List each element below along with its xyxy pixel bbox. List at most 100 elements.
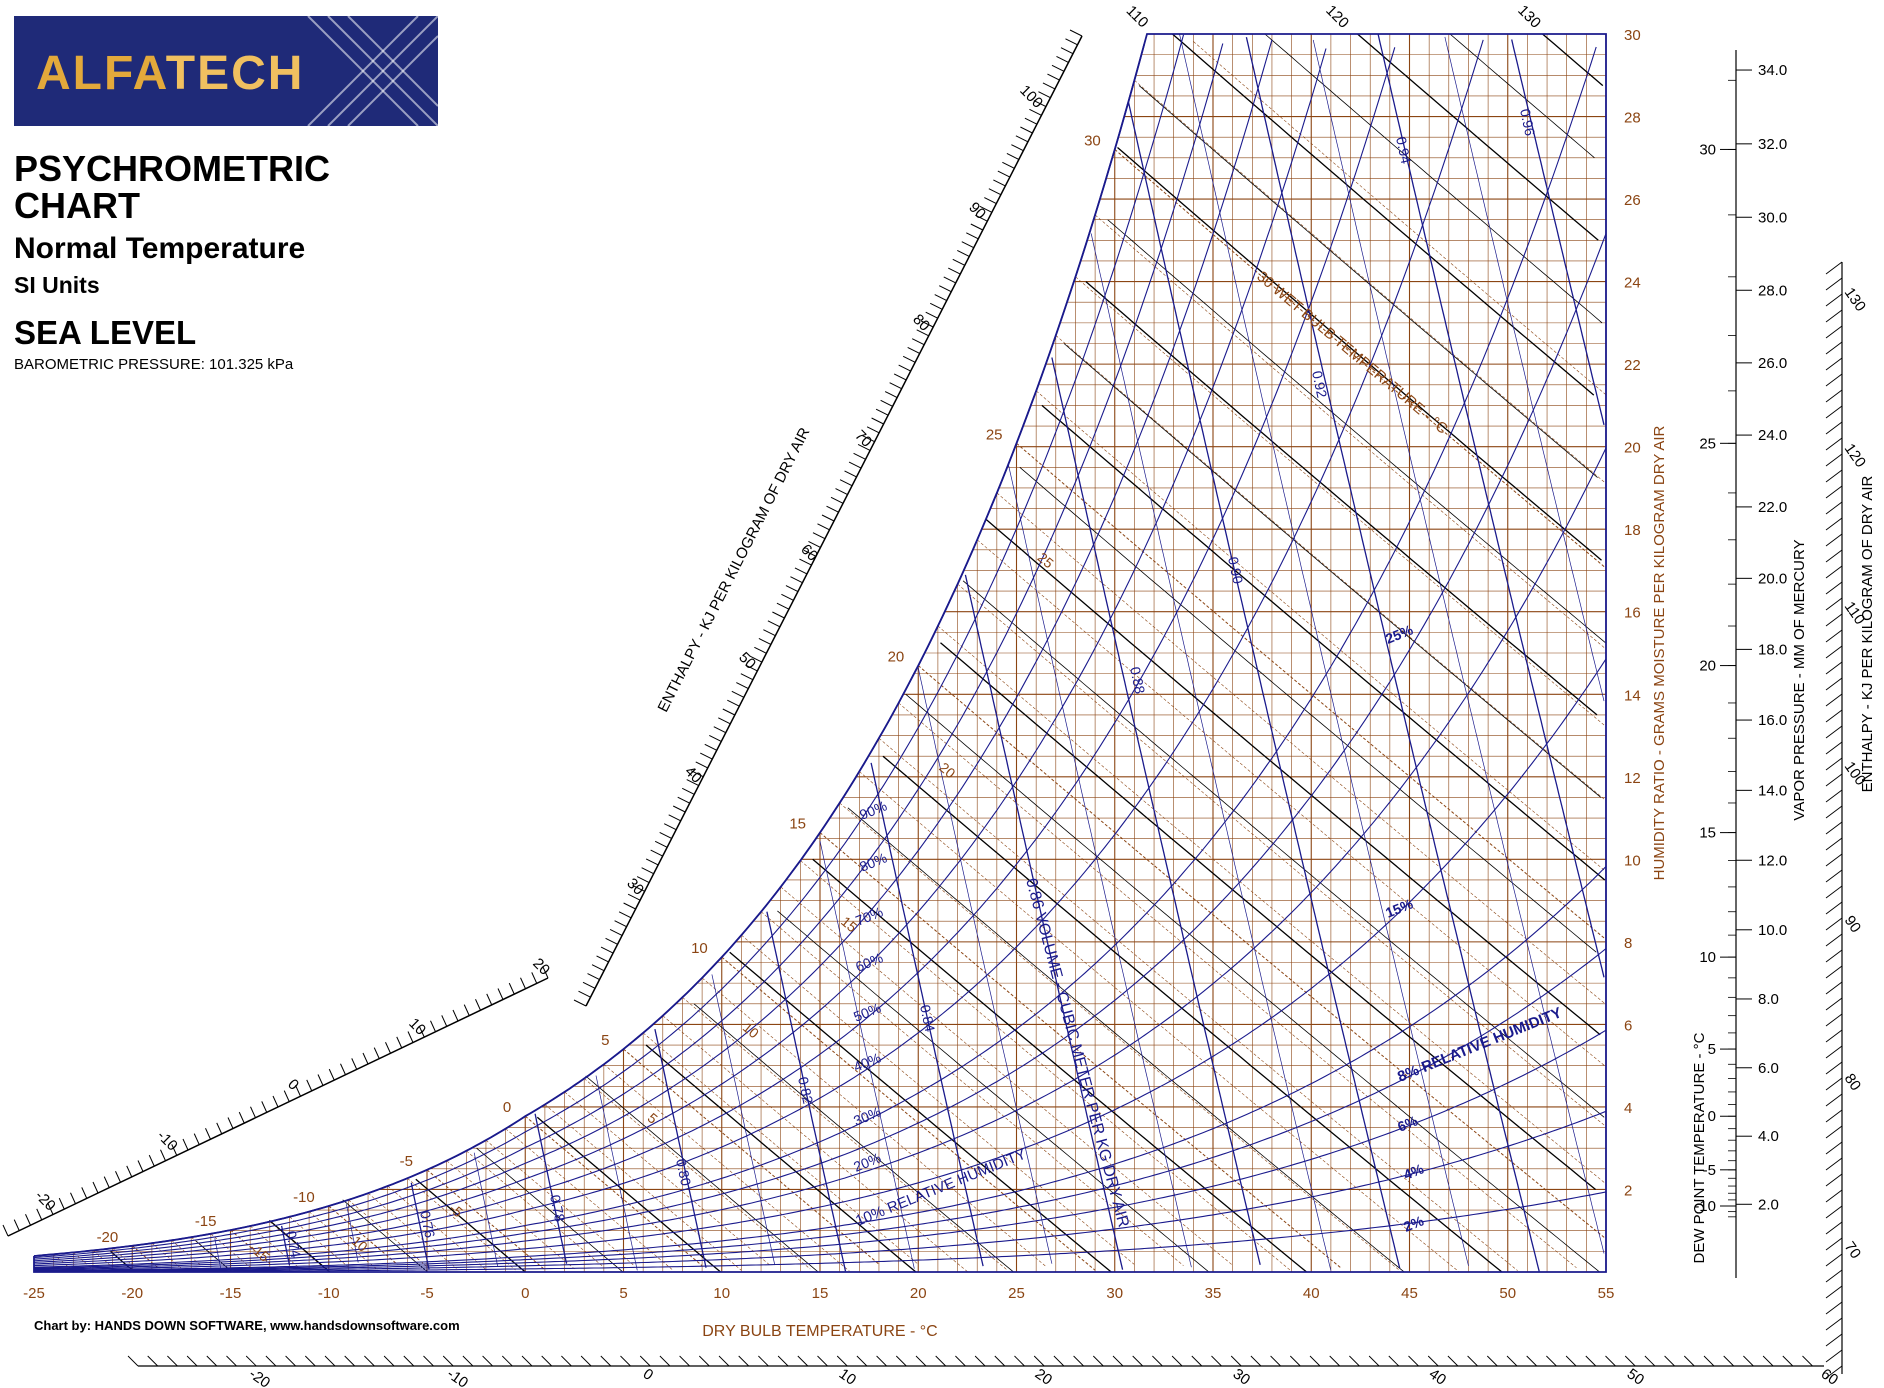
enthalpy-tick [531,972,538,984]
bottom-enthalpy-tick [679,1355,690,1367]
enthalpy-tick [826,505,839,513]
bottom-enthalpy-tick [1132,1355,1144,1367]
x-tick-label: -5 [420,1285,433,1302]
bottom-enthalpy-tick [1388,1355,1400,1367]
wet-bulb-line [701,977,1047,1267]
bottom-enthalpy-tick [1033,1355,1045,1367]
volume-line [917,668,1053,1264]
enthalpy-tick [754,646,767,654]
right-enthalpy-tick [1825,1365,1843,1379]
right-enthalpy-tick [1825,741,1843,755]
volume-line [964,574,1124,1270]
enthalpy-tick [709,735,722,742]
volume-line [473,1152,499,1267]
volume-lines [214,33,1605,1272]
wet-bulb-line [485,1139,634,1266]
x-tick-label: -20 [121,1285,143,1302]
bottom-enthalpy-tick [1368,1355,1380,1367]
rh-curve [34,1029,1607,1272]
right-enthalpy-tick [1825,1221,1843,1235]
volume-label: 0.84 [917,1003,938,1033]
x-tick-label: 0 [521,1285,529,1302]
relative-humidity-curves [33,34,1607,1273]
enthalpy-tick [600,946,614,954]
y-tick-label: 2 [1624,1182,1632,1199]
enthalpy-tick [1047,73,1060,81]
rh-curve [33,1110,1607,1272]
volume-line [1377,33,1605,978]
rh-curve [34,866,1607,1271]
enthalpy-tick [790,576,803,584]
bottom-enthalpy-tick [1112,1355,1124,1367]
wet-bulb-line [230,1229,271,1264]
enthalpy-tick [857,444,871,451]
saturation-temp-label: -5 [400,1153,413,1170]
enthalpy-tick [880,399,893,407]
enthalpy-tick [686,779,699,786]
enthalpy-tick [1042,82,1056,90]
bottom-enthalpy-tick [1703,1355,1715,1367]
enthalpy-value-label: 110 [1123,2,1152,31]
enthalpy-line [1138,85,1598,478]
enthalpy-tick [835,488,848,495]
right-enthalpy-tick [1825,277,1843,291]
wet-bulb-line [721,956,1096,1271]
enthalpy-tick [1038,91,1051,99]
enthalpy-tick [542,966,549,979]
enthalpy-line [1019,466,1597,953]
volume-label: 0.82 [795,1075,816,1105]
right-enthalpy-tick [1825,1317,1843,1331]
vapor-pressure-label: 32.0 [1758,136,1787,153]
bottom-enthalpy-tick [1526,1355,1538,1367]
bottom-enthalpy-tick [482,1355,493,1367]
right-enthalpy-tick [1825,597,1843,611]
enthalpy-tick [306,1079,313,1092]
bottom-enthalpy-tick [895,1355,907,1367]
bottom-enthalpy-tick [1624,1355,1636,1367]
bottom-enthalpy-label: 20 [1032,1365,1055,1388]
wet-bulb-line [1193,41,1607,396]
bottom-enthalpy-tick [1092,1355,1104,1367]
y-axis-title: HUMIDITY RATIO - GRAMS MOISTURE PER KILO… [1651,425,1668,880]
enthalpy-tick [227,1117,234,1129]
enthalpy-tick [1051,64,1065,72]
enthalpy-value-label: 10 [405,1015,429,1039]
right-enthalpy-tick [1825,869,1843,883]
bottom-enthalpy-tick [955,1355,966,1367]
bottom-enthalpy-tick [364,1355,375,1367]
enthalpy-tick [700,752,713,760]
enthalpy-tick [283,1090,290,1102]
enthalpy-line [847,807,1405,1273]
enthalpy-tick [641,867,654,875]
wet-bulb-line [800,860,1292,1272]
bottom-enthalpy-tick [620,1355,631,1367]
enthalpy-tick [618,911,632,919]
bottom-enthalpy-tick [245,1355,257,1367]
bottom-enthalpy-tick [718,1355,730,1367]
enthalpy-tick [1006,153,1020,160]
enthalpy-tick [645,858,659,866]
enthalpy-value-label: 40 [681,763,705,787]
enthalpy-tick [929,302,943,310]
enthalpy-tick [853,452,866,460]
volume-label: 0.92 [1309,369,1330,399]
wet-bulb-line [917,665,1607,1240]
enthalpy-tick [1011,144,1024,152]
bottom-enthalpy-tick [1782,1355,1794,1367]
enthalpy-line [1063,343,1602,798]
enthalpy-tick [587,973,600,980]
enthalpy-tick [718,717,731,725]
bottom-enthalpy-label: 50 [1624,1365,1647,1388]
enthalpy-tick [979,205,993,213]
enthalpy-line [1449,33,1595,159]
enthalpy-tick [731,690,745,698]
right-enthalpy-tick [1825,565,1843,579]
rh-label: 40% [851,1049,883,1074]
enthalpy-tick [272,1095,279,1108]
volume-line [595,1075,638,1271]
dew-point-title: DEW POINT TEMPERATURE - °C [1691,1032,1708,1263]
bottom-enthalpy-tick [147,1355,159,1367]
right-enthalpy-tick [1825,997,1843,1011]
bottom-enthalpy-tick [1723,1355,1735,1367]
enthalpy-tick [799,558,812,566]
